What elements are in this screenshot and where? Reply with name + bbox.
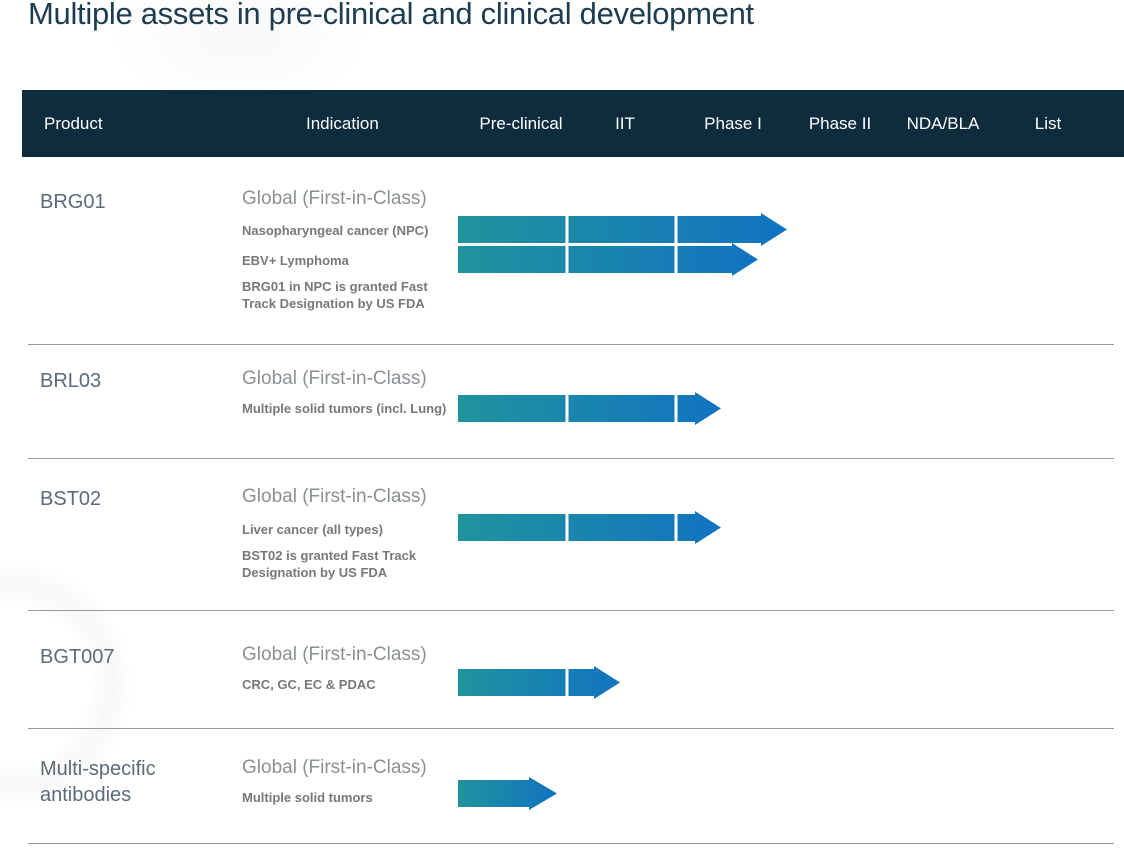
column-header-iit: IIT (615, 114, 635, 133)
progress-arrow-bgt007 (458, 666, 620, 699)
column-header-phase2: Phase II (808, 114, 872, 133)
product-name-brg01: BRG01 (40, 191, 106, 213)
indication-label: Liver cancer (all types) (242, 522, 383, 537)
row-divider (28, 458, 1114, 459)
indication-label: Multiple solid tumors (242, 790, 373, 805)
page-title: Multiple assets in pre-clinical and clin… (28, 0, 754, 31)
indication-label: EBV+ Lymphoma (242, 253, 349, 268)
indication-scope: Global (First-in-Class) (242, 368, 427, 389)
progress-arrow-brg01-ebv (458, 243, 758, 276)
fast-track-note: BRG01 in NPC is granted Fast Track Desig… (242, 279, 428, 311)
column-header-product: Product (44, 114, 103, 133)
row-divider (28, 344, 1114, 345)
indication-label: Nasopharyngeal cancer (NPC) (242, 223, 429, 238)
pipeline-table-header: Product Indication Pre-clinical IIT Phas… (22, 90, 1124, 157)
indication-label: CRC, GC, EC & PDAC (242, 677, 376, 692)
progress-arrow-brg01-npc (458, 213, 787, 246)
row-divider (28, 843, 1114, 844)
row-divider (28, 728, 1114, 729)
indication-scope: Global (First-in-Class) (242, 757, 427, 778)
product-name-brl03: BRL03 (40, 370, 102, 392)
column-header-phase1: Phase I (704, 114, 762, 133)
fast-track-note: BST02 is granted Fast Track Designation … (242, 548, 417, 580)
column-header-preclinical: Pre-clinical (479, 114, 563, 133)
product-name-multispecific: Multi-specific antibodies (40, 758, 156, 806)
row-divider (28, 610, 1114, 611)
column-header-nda-bla: NDA/BLA (906, 114, 980, 133)
progress-arrow-brl03 (458, 392, 721, 425)
progress-arrow-multispecific (458, 777, 557, 810)
product-name-bst02: BST02 (40, 488, 102, 510)
indication-scope: Global (First-in-Class) (242, 486, 427, 507)
indication-scope: Global (First-in-Class) (242, 644, 427, 665)
progress-arrow-bst02 (458, 511, 721, 544)
indication-label: Multiple solid tumors (incl. Lung) (242, 401, 447, 416)
column-header-list: List (1034, 114, 1062, 133)
indication-scope: Global (First-in-Class) (242, 188, 427, 209)
product-name-bgt007: BGT007 (40, 646, 115, 668)
column-header-indication: Indication (306, 114, 379, 133)
